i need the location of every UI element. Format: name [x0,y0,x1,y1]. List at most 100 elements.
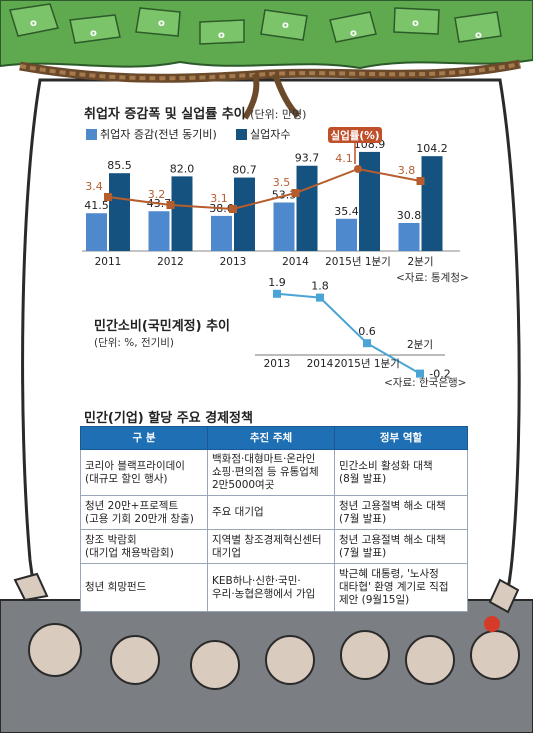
rate-label-4: 4.1 [335,152,353,165]
table-cell-line: 청년 고용절벽 해소 대책 [339,533,446,546]
table-cell-category: 코리아 블랙프라이데이 (대규모 할인 행사) [80,449,208,496]
chart2-tick-label-1: 2014 [307,358,334,370]
table-body: 코리아 블랙프라이데이 (대규모 할인 행사) 백화점·대형마트·온라인 쇼핑·편의점… [80,449,468,612]
table-cell-line: 민간소비 활성화 대책 [339,459,433,472]
table-cell-entity: 주요 대기업 [207,495,335,530]
table-cell-line: (7월 발표) [339,546,387,559]
rate-callout-label: 실업률(%) [330,129,379,142]
svg-text:o: o [158,18,165,29]
table-cell-line: 우리·농협은행에서 가입 [212,587,316,600]
table-cell-entity: 백화점·대형마트·온라인 쇼핑·편의점 등 유통업체 2만5000여곳 [207,449,335,496]
label-employment-0: 41.5 [84,199,109,212]
legend-label-employment: 취업자 증감(전년 동기비) [100,128,217,141]
chart2-tick-label-3: 2분기 [407,339,433,351]
label-unemployed-1: 82.0 [170,162,195,175]
table-cell-line: (8월 발표) [339,472,387,485]
money-pile: o o o o o o o o [0,0,533,70]
legend-item-unemployed: 실업자수 [236,126,290,142]
table-cell-role: 박근혜 대통령, '노사정 대타협' 환영 계기로 직접 제안 (9월15일) [334,563,468,612]
label-unemployed-5: 104.2 [416,142,448,155]
rate-point-5 [416,177,425,185]
table-row: 창조 박람회 (대기업 채용박람회) 지역별 창조경제혁신센터 대기업 청년 고용절벽 … [80,529,468,564]
tick-label-4: 2015년 1분기 [325,256,391,268]
table-row: 청년 희망펀드 KEB하나·신한·국민· 우리·농협은행에서 가입 박근혜 대통령, … [80,563,468,612]
bar-unemployed-2 [234,177,255,251]
table-cell-role: 청년 고용절벽 해소 대책 (7월 발표) [334,529,468,564]
table-cell-line: (대기업 채용박람회) [85,546,174,559]
rate-point-0 [104,193,112,201]
chart1-title-text: 취업자 증감폭 및 실업률 추이 [84,107,246,122]
consumption-label-3: -0.2 [429,368,450,381]
bar-employment-2 [211,215,232,251]
policy-table: 구 분 추진 주체 정부 역할 코리아 블랙프라이데이 (대규모 할인 행사) 백화… [80,426,468,612]
bar-employment-4 [336,218,357,251]
consumption-label-1: 1.8 [311,280,329,293]
table-cell-category: 창조 박람회 (대기업 채용박람회) [80,529,208,564]
bar-unemployed-0 [109,173,130,251]
chart2-source: <자료: 한국은행> [384,377,467,389]
table-row: 청년 20만+프로젝트 (고용 기회 20만개 창출) 주요 대기업 청년 고용절벽 … [80,495,468,530]
tick-label-2: 2013 [220,256,247,268]
rate-line [107,167,421,211]
tick-label-5: 2분기 [407,256,433,268]
legend-label-unemployed: 실업자수 [250,128,291,141]
table-cell-line: 쇼핑·편의점 등 유통업체 [212,466,319,478]
chart2-tick-label-0: 2013 [264,358,291,370]
table-row: 코리아 블랙프라이데이 (대규모 할인 행사) 백화점·대형마트·온라인 쇼핑·편의점… [80,449,468,496]
table-cell-role: 청년 고용절벽 해소 대책 (7월 발표) [334,495,468,530]
chart1-unit: (단위: 만명) [250,108,307,121]
svg-text:o: o [412,18,419,29]
chart2-subtitle: (단위: %, 전기비) [94,337,175,349]
table-cell-line: 주요 대기업 [212,506,264,518]
table-header-role: 정부 역할 [334,426,468,450]
chart1-source: <자료: 통계청> [396,272,469,284]
table-cell-line: 청년 고용절벽 해소 대책 [339,499,446,512]
label-unemployed-0: 85.5 [107,159,132,172]
table-cell-line: KEB하나·신한·국민· [212,574,301,587]
signature-mark [484,616,500,632]
table-cell-category: 청년 20만+프로젝트 (고용 기회 20만개 창출) [80,495,208,530]
table-header-category: 구 분 [80,426,208,450]
rate-label-5: 3.8 [398,164,416,177]
consumption-point-0 [273,289,281,298]
label-unemployed-2: 80.7 [232,164,257,177]
table-header-entity: 추진 주체 [207,426,335,450]
rate-label-1: 3.2 [148,188,166,201]
consumption-label-2: 0.6 [358,325,376,338]
rate-point-4 [354,165,362,173]
svg-text:o: o [475,30,482,41]
bar-employment-1 [148,211,170,251]
table-cell-line: 창조 박람회 [85,533,137,546]
label-unemployed-3: 93.7 [295,152,320,165]
table-cell-role: 민간소비 활성화 대책 (8월 발표) [334,449,468,496]
consumption-point-2 [363,339,371,348]
table-cell-line: 청년 희망펀드 [85,581,147,593]
table-cell-line: 지역별 창조경제혁신센터 [212,533,322,546]
table-cell-line: 청년 20만+프로젝트 [85,499,179,512]
tick-label-3: 2014 [282,256,309,268]
bar-employment-0 [86,213,107,251]
legend-item-employment: 취업자 증감(전년 동기비) [86,126,217,142]
table-cell-entity: 지역별 창조경제혁신센터 대기업 [207,529,335,564]
table-cell-entity: KEB하나·신한·국민· 우리·농협은행에서 가입 [207,563,335,612]
table-cell-line: 제안 (9월15일) [339,594,410,606]
table-cell-line: (고용 기회 20만개 창출) [85,512,194,525]
bar-employment-3 [273,202,295,251]
consumption-point-3 [416,369,424,378]
table-cell-line: (대규모 할인 행사) [85,472,168,485]
svg-text:o: o [282,20,289,31]
svg-text:o: o [90,28,97,39]
legend-swatch-unemployed [236,128,247,140]
label-employment-5: 30.8 [397,209,422,222]
rate-point-3 [291,189,300,197]
chart1-title: 취업자 증감폭 및 실업률 추이 (단위: 만명) [84,103,306,122]
rate-label-0: 3.4 [85,180,103,193]
svg-text:o: o [350,28,357,39]
table-title: 민간(기업) 할당 주요 경제정책 [84,411,253,426]
workers [0,572,533,733]
tick-label-1: 2012 [157,256,184,268]
chart2-title: 민간소비(국민계정) 추이 [94,319,231,334]
bar-unemployed-5 [421,156,443,251]
rate-callout-box [328,127,382,143]
